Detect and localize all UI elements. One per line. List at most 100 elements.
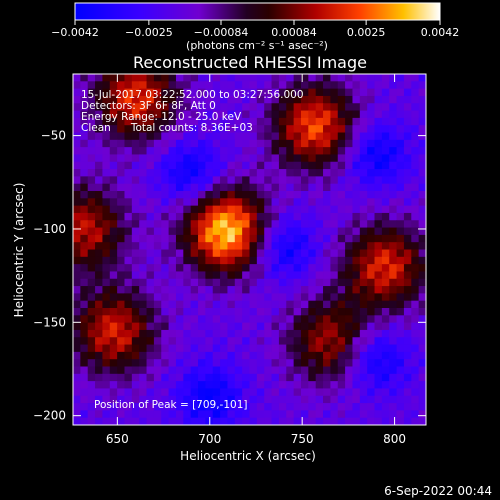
heatmap-cell	[256, 117, 265, 126]
heatmap-cell	[168, 308, 177, 316]
heatmap-cell	[117, 366, 125, 375]
heatmap-cell	[146, 337, 155, 345]
heatmap-cell	[227, 388, 236, 397]
heatmap-cell	[139, 110, 147, 119]
annotation-detectors: Detectors: 3F 6F 8F, Att 0	[81, 100, 216, 112]
heatmap-cell	[337, 227, 346, 236]
heatmap-cell	[109, 205, 118, 214]
heatmap-cell	[381, 191, 390, 199]
heatmap-cell	[367, 169, 375, 177]
heatmap-cell	[411, 344, 420, 353]
heatmap-cell	[308, 103, 317, 111]
heatmap-cell	[161, 154, 169, 163]
heatmap-cell	[367, 403, 375, 411]
heatmap-cell	[389, 395, 397, 404]
heatmap-cell	[205, 256, 214, 265]
heatmap-cell	[146, 410, 155, 419]
heatmap-cell	[418, 147, 427, 155]
heatmap-cell	[286, 95, 295, 104]
heatmap-cell	[330, 278, 339, 287]
heatmap-cell	[256, 242, 265, 250]
heatmap-cell	[286, 286, 295, 294]
heatmap-cell	[183, 154, 192, 163]
heatmap-cell	[117, 322, 125, 331]
heatmap-cell	[234, 271, 243, 280]
heatmap-cell	[190, 366, 199, 375]
heatmap-cell	[183, 88, 192, 97]
heatmap-cell	[264, 74, 272, 82]
heatmap-cell	[256, 220, 265, 228]
heatmap-cell	[293, 344, 302, 353]
heatmap-cell	[308, 264, 317, 272]
heatmap-cell	[117, 169, 125, 177]
heatmap-cell	[139, 337, 147, 345]
heatmap-cell	[367, 139, 375, 148]
heatmap-cell	[300, 81, 309, 90]
heatmap-cell	[131, 381, 140, 389]
heatmap-image	[73, 74, 427, 426]
heatmap-cell	[278, 234, 287, 243]
heatmap-cell	[271, 212, 280, 221]
heatmap-cell	[95, 103, 103, 111]
heatmap-cell	[367, 110, 375, 119]
heatmap-cell	[411, 373, 420, 382]
heatmap-cell	[323, 329, 331, 338]
heatmap-cell	[102, 366, 111, 375]
heatmap-cell	[73, 110, 81, 119]
heatmap-cell	[374, 344, 383, 353]
heatmap-cell	[73, 147, 81, 155]
heatmap-cell	[139, 351, 147, 360]
heatmap-cell	[396, 74, 405, 82]
heatmap-cell	[168, 293, 177, 302]
heatmap-cell	[264, 286, 272, 294]
heatmap-cell	[95, 344, 103, 353]
heatmap-cell	[345, 249, 353, 258]
heatmap-cell	[80, 403, 89, 411]
heatmap-cell	[139, 256, 147, 265]
heatmap-cell	[73, 344, 81, 353]
heatmap-cell	[168, 278, 177, 287]
heatmap-cell	[102, 110, 111, 119]
heatmap-cell	[190, 125, 199, 133]
heatmap-cell	[153, 125, 162, 133]
heatmap-cell	[293, 264, 302, 272]
heatmap-cell	[73, 183, 81, 192]
heatmap-cell	[337, 125, 346, 133]
heatmap-cell	[367, 410, 375, 419]
heatmap-cell	[146, 249, 155, 258]
heatmap-cell	[146, 81, 155, 90]
heatmap-cell	[271, 381, 280, 389]
heatmap-cell	[345, 147, 353, 155]
heatmap-cell	[131, 169, 140, 177]
heatmap-cell	[293, 212, 302, 221]
heatmap-cell	[411, 147, 420, 155]
heatmap-cell	[389, 359, 397, 367]
heatmap-cell	[146, 176, 155, 185]
heatmap-cell	[293, 410, 302, 419]
heatmap-cell	[315, 139, 324, 148]
heatmap-cell	[418, 359, 427, 367]
heatmap-cell	[242, 337, 250, 345]
heatmap-cell	[367, 161, 375, 170]
heatmap-cell	[234, 227, 243, 236]
heatmap-cell	[153, 403, 162, 411]
heatmap-cell	[264, 234, 272, 243]
heatmap-cell	[264, 227, 272, 236]
heatmap-cell	[249, 337, 258, 345]
heatmap-cell	[381, 234, 390, 243]
heatmap-cell	[198, 242, 206, 250]
heatmap-cell	[168, 271, 177, 280]
heatmap-cell	[337, 117, 346, 126]
heatmap-cell	[403, 169, 412, 177]
heatmap-cell	[102, 308, 111, 316]
heatmap-cell	[227, 169, 236, 177]
heatmap-cell	[352, 103, 361, 111]
heatmap-cell	[234, 264, 243, 272]
heatmap-cell	[183, 278, 192, 287]
heatmap-cell	[146, 212, 155, 221]
heatmap-cell	[345, 366, 353, 375]
heatmap-cell	[175, 220, 184, 228]
heatmap-cell	[256, 147, 265, 155]
heatmap-cell	[124, 132, 133, 141]
heatmap-cell	[418, 337, 427, 345]
